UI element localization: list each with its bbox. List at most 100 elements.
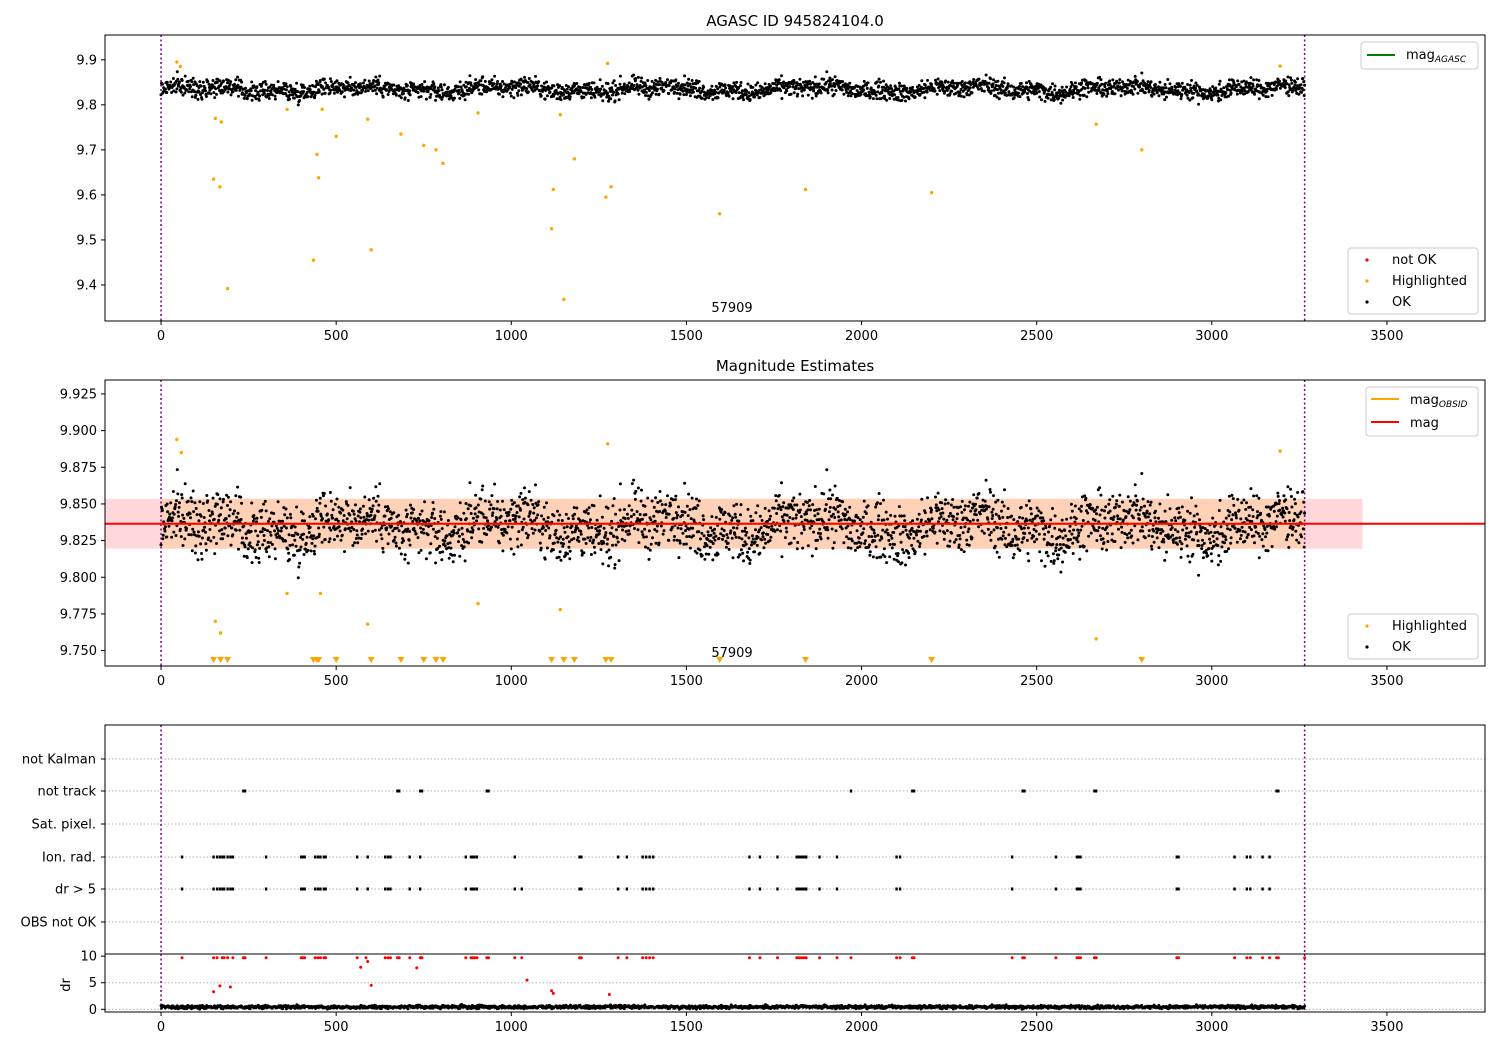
- ok-point: [948, 544, 951, 548]
- ok-point: [683, 510, 687, 514]
- ok-point: [475, 519, 478, 523]
- ok-point: [737, 86, 741, 90]
- ok-point: [680, 87, 684, 91]
- ok-point: [249, 529, 253, 533]
- ok-point: [959, 88, 963, 91]
- ok-point: [166, 510, 170, 514]
- ok-point: [374, 75, 378, 79]
- ok-point: [1150, 544, 1153, 548]
- ok-point: [233, 82, 236, 86]
- ok-point: [882, 547, 886, 551]
- ok-point: [751, 519, 755, 523]
- ok-point: [530, 527, 534, 531]
- ok-point: [161, 533, 165, 537]
- ok-point: [1179, 84, 1182, 88]
- ok-point: [633, 497, 637, 501]
- ok-point: [760, 538, 764, 542]
- ok-point: [463, 98, 467, 102]
- ok-point: [650, 499, 654, 503]
- ok-point: [777, 493, 781, 497]
- legend-ok-marker: [1365, 300, 1369, 304]
- ok-point: [1270, 93, 1274, 97]
- ok-point: [1063, 550, 1067, 554]
- ok-point: [605, 542, 609, 546]
- ok-point: [731, 97, 735, 101]
- ok-point: [212, 517, 216, 521]
- ok-point: [1161, 89, 1165, 93]
- ok-point: [768, 539, 772, 542]
- ok-point: [791, 508, 795, 511]
- ok-point: [695, 551, 699, 555]
- ok-point: [647, 89, 651, 93]
- ok-point: [568, 95, 572, 99]
- ok-point: [211, 496, 215, 500]
- ok-point: [1135, 503, 1138, 507]
- ok-point: [1095, 512, 1098, 516]
- ok-point: [876, 90, 880, 94]
- ok-point: [904, 99, 907, 103]
- highlighted-point: [803, 187, 808, 192]
- ok-point: [798, 508, 802, 512]
- ok-point: [277, 529, 280, 533]
- ok-point: [882, 498, 885, 502]
- ok-point: [464, 85, 468, 89]
- ok-point: [792, 91, 796, 95]
- ok-point: [498, 508, 502, 512]
- ok-point: [657, 541, 661, 545]
- ok-point: [1037, 532, 1041, 536]
- highlighted-point: [219, 120, 223, 124]
- ok-point: [404, 508, 408, 512]
- ok-point: [1147, 89, 1151, 92]
- ok-point: [445, 534, 449, 538]
- ok-point: [177, 505, 181, 509]
- ok-point: [501, 533, 505, 537]
- ok-point: [857, 536, 861, 540]
- ok-point: [523, 486, 526, 490]
- ok-point: [1100, 508, 1104, 512]
- ok-point: [263, 88, 267, 92]
- ok-point: [468, 74, 472, 78]
- ok-point: [1163, 83, 1167, 86]
- ok-point: [366, 89, 370, 93]
- ok-point: [1073, 504, 1077, 508]
- ok-point: [331, 85, 335, 89]
- ok-point: [996, 91, 1000, 95]
- ok-point: [990, 517, 994, 520]
- ok-point: [376, 510, 380, 513]
- ok-point: [1062, 543, 1065, 547]
- ok-point: [1235, 92, 1239, 96]
- ok-point: [1266, 95, 1270, 99]
- ok-point: [579, 529, 583, 533]
- panel-magnitude-estimates: Magnitude Estimates 0 500 1000 1500 2000 2500…: [60, 357, 1486, 689]
- ok-point: [716, 96, 720, 100]
- ok-point: [253, 94, 257, 98]
- ok-point: [387, 532, 391, 536]
- ok-point: [1180, 93, 1184, 96]
- ok-point: [586, 512, 590, 515]
- ok-point: [755, 543, 759, 547]
- ok-point: [1120, 530, 1124, 534]
- ok-point: [558, 84, 562, 88]
- ok-point: [727, 94, 731, 98]
- ok-point: [477, 83, 481, 87]
- ok-point: [576, 535, 580, 539]
- ok-point: [688, 94, 692, 98]
- ok-point: [1026, 552, 1030, 555]
- ok-point: [322, 492, 326, 495]
- ok-point: [1149, 500, 1153, 504]
- ok-point: [887, 87, 891, 90]
- ok-point: [419, 548, 423, 552]
- ok-point: [930, 85, 934, 89]
- ok-point: [826, 91, 830, 95]
- ok-point: [288, 543, 292, 547]
- ok-point: [318, 501, 322, 505]
- ok-point: [700, 554, 704, 558]
- ok-point: [355, 529, 359, 533]
- ok-point: [633, 527, 636, 530]
- ok-point: [381, 550, 385, 554]
- ok-point: [174, 503, 178, 506]
- ok-point: [1165, 95, 1168, 99]
- ok-point: [1140, 472, 1144, 475]
- ok-point: [1152, 529, 1156, 533]
- ok-point: [185, 527, 189, 530]
